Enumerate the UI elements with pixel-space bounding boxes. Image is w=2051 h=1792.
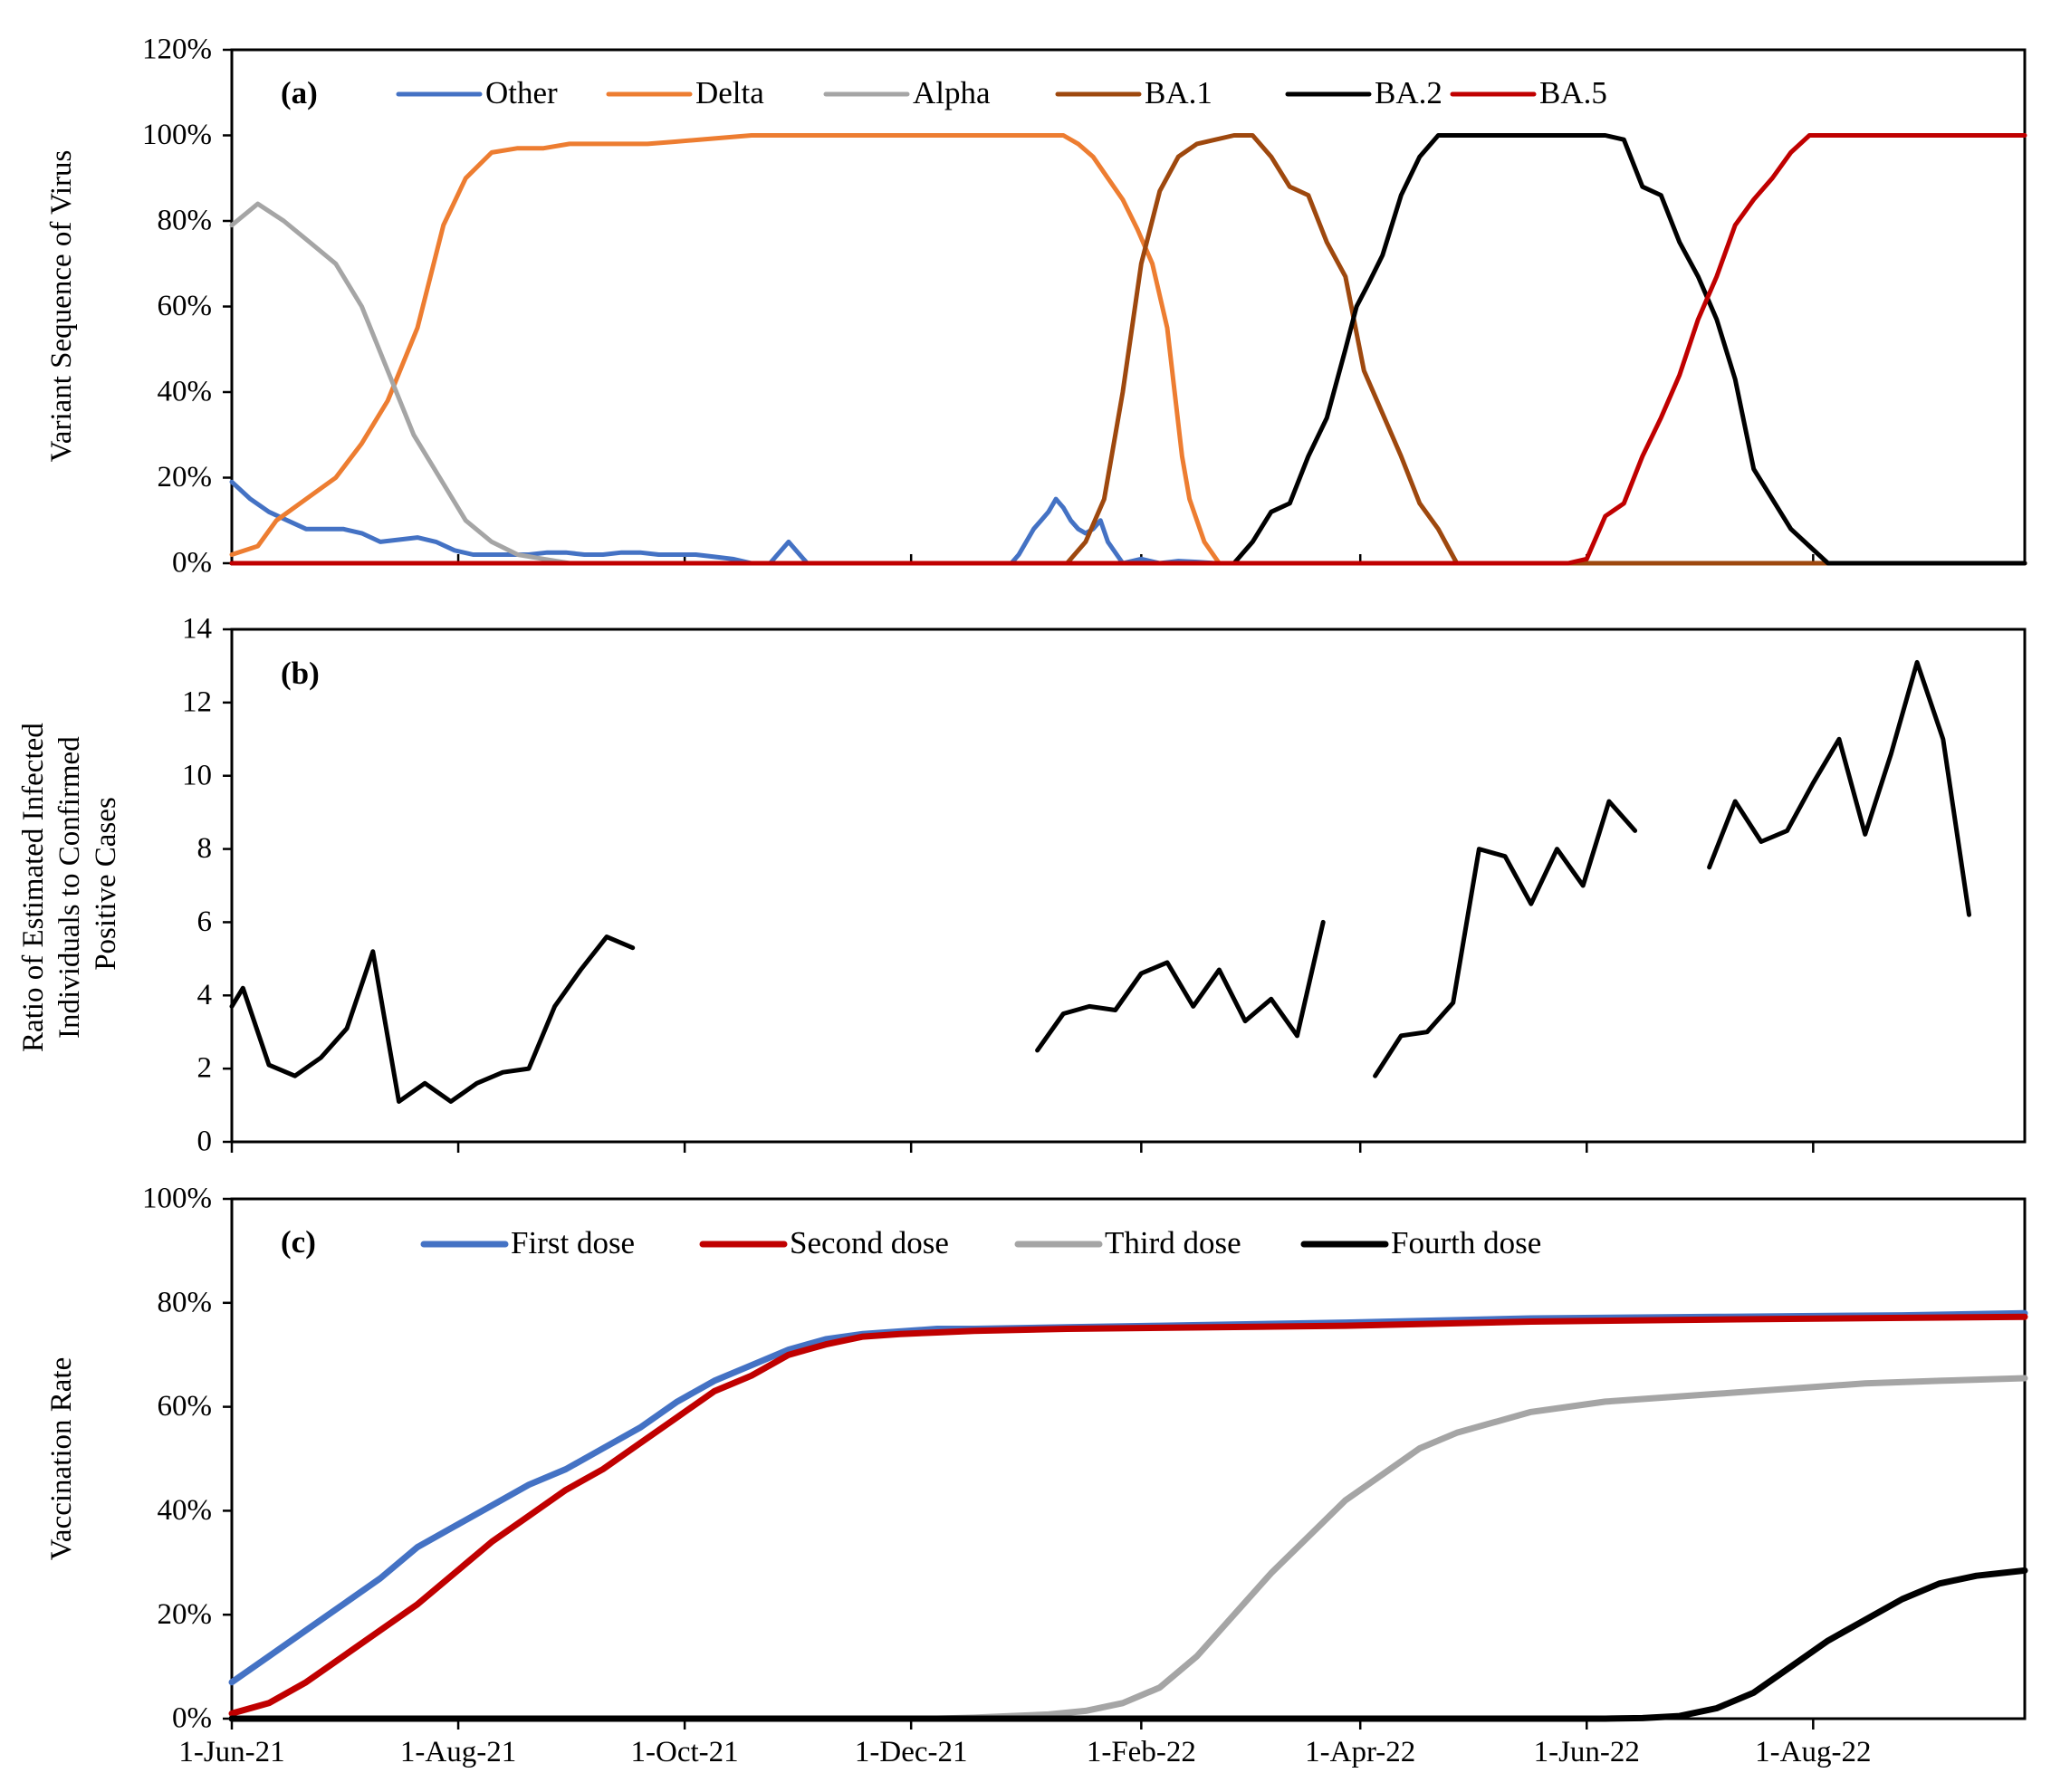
legend-label-delta: Delta	[695, 75, 764, 110]
panel-b-y-tick-label: 6	[197, 906, 213, 938]
panel-b-y-axis-label-line-2: Individuals to Confirmed	[53, 736, 86, 1039]
legend-label-ba-2: BA.2	[1375, 75, 1442, 110]
panel-c-label: (c)	[281, 1224, 316, 1260]
panel-c-vaccination-chart: 0% 20% 40% 60% 80% 100% 1-Jun-21 1-Aug-21 1-Oct…	[45, 1183, 2028, 1768]
legend-label-ba-1: BA.1	[1145, 75, 1212, 110]
panel-c-series-second-dose	[228, 1313, 2028, 1717]
panel-a-variant-chart: 0% 20% 40% 60% 80% 100% 120% Variant Sequence …	[45, 34, 2027, 580]
panel-b-series-segment-2b	[1295, 919, 1326, 1039]
legend-label-third-dose: Third dose	[1105, 1225, 1241, 1260]
panel-a-series-ba-2	[229, 133, 2027, 566]
panel-c-y-tick-label: 0%	[172, 1702, 212, 1735]
panel-b-y-tick-label: 2	[197, 1052, 213, 1085]
x-tick-label: 1-Jun-21	[178, 1736, 284, 1768]
legend-label-ba-5: BA.5	[1539, 75, 1607, 110]
x-tick-label: 1-Dec-21	[855, 1736, 968, 1768]
panel-b-y-tick-label: 4	[197, 979, 213, 1011]
x-tick-label: 1-Aug-21	[400, 1736, 516, 1768]
panel-c-y-tick-label: 20%	[158, 1598, 213, 1631]
panel-c-y-tick-label: 60%	[158, 1390, 213, 1423]
panel-b-frame	[230, 628, 2027, 1144]
panel-c-y-axis-label: Vaccination Rate	[45, 1357, 78, 1561]
x-tick-label: 1-Feb-22	[1087, 1736, 1196, 1768]
panel-b-label: (b)	[281, 656, 320, 691]
panel-a-y-axis-label: Variant Sequence of Virus	[45, 150, 78, 463]
panel-b-series-segment-3	[1373, 799, 1638, 1078]
panel-b-series-segment-4	[1707, 659, 1971, 917]
panel-c-y-tick-label: 40%	[158, 1494, 213, 1527]
panel-a-y-tick-label: 0%	[172, 547, 212, 580]
panel-a-y-tick-label: 120%	[142, 34, 212, 66]
panel-a-series-other	[229, 479, 2027, 566]
legend-label-fourth-dose: Fourth dose	[1391, 1225, 1541, 1260]
panel-c-series-fourth-dose	[228, 1567, 2028, 1722]
panel-a-series-alpha	[229, 201, 2027, 566]
panel-b-y-axis-label-line-3: Positive Cases	[90, 797, 122, 971]
panel-a-frame	[230, 48, 2027, 565]
panel-c-y-tick-label: 80%	[158, 1286, 213, 1318]
x-tick-label: 1-Aug-22	[1755, 1736, 1871, 1768]
legend-label-second-dose: Second dose	[790, 1225, 949, 1260]
panel-a-label: (a)	[281, 75, 318, 110]
x-tick-label: 1-Jun-22	[1534, 1736, 1640, 1768]
panel-c-series-third-dose	[228, 1375, 2028, 1722]
panel-c-frame	[230, 1197, 2027, 1720]
panel-a-legend: Other Delta Alpha BA.1 BA.2 BA.5	[396, 75, 1607, 110]
panel-a-y-tick-label: 20%	[158, 461, 213, 494]
panel-a-y-tick-label: 80%	[158, 205, 213, 237]
panel-a-series-ba-5	[229, 133, 2027, 566]
panel-c-legend: First dose Second dose Third dose Fourth do…	[420, 1225, 1541, 1260]
panel-b-y-tick-label: 8	[197, 832, 213, 865]
panel-b-y-tick-label: 10	[182, 759, 212, 791]
panel-b-y-tick-label: 0	[197, 1126, 213, 1158]
panel-c-y-tick-label: 100%	[142, 1183, 212, 1215]
x-tick-label: 1-Apr-22	[1305, 1736, 1415, 1768]
panel-a-y-tick-label: 40%	[158, 376, 213, 408]
panel-a-y-tick-label: 100%	[142, 119, 212, 151]
panel-b-y-axis-label-line-1: Ratio of Estimated Infected	[17, 723, 50, 1052]
legend-label-alpha: Alpha	[913, 75, 991, 110]
legend-label-first-dose: First dose	[511, 1225, 635, 1260]
panel-b-series-segment-2	[1035, 960, 1299, 1053]
panel-c-series-first-dose	[228, 1309, 2028, 1686]
panel-b-y-axis-label: Ratio of Estimated Infected Individuals …	[17, 715, 122, 1052]
panel-b-series-segment-1	[229, 934, 636, 1104]
x-tick-label: 1-Oct-21	[631, 1736, 739, 1768]
legend-label-other: Other	[485, 75, 558, 110]
panel-a-y-tick-label: 60%	[158, 290, 213, 322]
panel-a-series-delta	[229, 133, 2027, 566]
panel-b-y-tick-label: 12	[182, 685, 212, 718]
panel-b-ratio-chart: 0 2 4 6 8 10 12 14 Ratio of Estimated Infected …	[17, 613, 2027, 1158]
panel-b-y-tick-label: 14	[182, 613, 212, 646]
